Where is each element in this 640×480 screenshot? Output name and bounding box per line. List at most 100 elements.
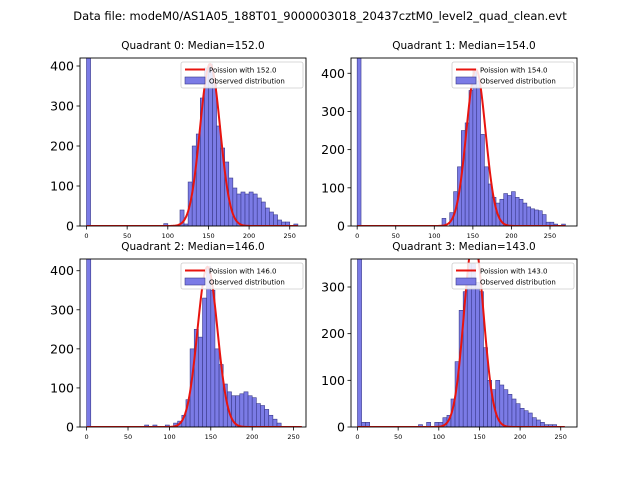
x-tick-label: 200 (243, 232, 255, 240)
histogram-bar (202, 297, 207, 427)
histogram-bar (514, 197, 520, 226)
histogram-bar (86, 259, 92, 427)
legend-fit-label: Poission with 154.0 (480, 67, 548, 75)
axes-frame (350, 57, 578, 227)
subplot-quadrant-2: Quadrant 2: Median=146.0 0 50 100 150 200 250 0… (50, 241, 307, 441)
histogram-bar (235, 395, 241, 427)
histogram-bar (356, 58, 362, 226)
histogram-bar (526, 206, 532, 226)
poisson-fit-line (86, 265, 302, 427)
y-tick-label: 100 (50, 179, 74, 194)
y-tick-label: 0 (337, 219, 345, 234)
y-tick-label: 300 (50, 99, 74, 114)
y-tick-label: 100 (50, 380, 74, 395)
legend-bar-label: Observed distribution (209, 279, 285, 287)
histogram-bar (503, 389, 509, 427)
y-tick-label: 400 (50, 263, 74, 278)
legend-box (180, 61, 304, 89)
histogram-bar (256, 197, 262, 226)
legend: Poission with 143.0 Observed distribution (451, 262, 575, 290)
x-tick-label: 0 (84, 232, 88, 240)
x-tick-label: 150 (205, 433, 217, 441)
x-tick-label: 250 (555, 433, 567, 441)
histogram-bar (507, 195, 512, 226)
x-tick-label: 100 (428, 232, 440, 240)
histogram-bar (216, 125, 221, 226)
x-tick-label: 250 (544, 232, 556, 240)
histogram-bar (265, 207, 270, 226)
histogram-bar (272, 418, 278, 427)
x-tick-label: 150 (202, 232, 214, 240)
histogram-bar (251, 397, 257, 427)
histogram-bar (163, 223, 169, 226)
histogram-bar (260, 201, 266, 226)
axes-frame (350, 258, 578, 428)
subplot-title: Quadrant 3: Median=143.0 (392, 241, 535, 253)
y-tick-label: 300 (50, 302, 74, 317)
subplot-quadrant-1: Quadrant 1: Median=154.0 0 50 100 150 200 250 0… (321, 40, 578, 240)
histogram-bar (538, 210, 543, 226)
histogram-bar (269, 211, 274, 226)
histogram-bar (480, 134, 485, 226)
x-tick-label: 150 (473, 433, 485, 441)
subplot-title: Quadrant 2: Median=146.0 (121, 241, 264, 253)
legend: Poission with 152.0 Observed distribution (180, 61, 304, 89)
histogram-bar (468, 90, 474, 226)
histogram-bar (475, 282, 480, 427)
x-tick-label: 100 (163, 433, 175, 441)
x-tick-label: 150 (467, 232, 479, 240)
legend-bar-swatch (455, 277, 477, 286)
subplot-title: Quadrant 0: Median=152.0 (121, 40, 264, 52)
histogram-bar (243, 391, 249, 427)
histogram-bar (239, 393, 245, 427)
histogram-bar (212, 81, 217, 226)
legend-fit-label: Poission with 146.0 (209, 268, 277, 276)
legend-fit-label: Poission with 152.0 (209, 67, 277, 75)
legend-fit-label: Poission with 143.0 (480, 268, 548, 276)
x-tick-label: 50 (394, 433, 402, 441)
y-tick-label: 0 (66, 219, 74, 234)
y-tick-label: 200 (321, 142, 345, 157)
axes-frame (79, 57, 307, 227)
y-tick-label: 0 (337, 420, 345, 435)
histogram-bar (476, 80, 481, 226)
x-tick-label: 50 (392, 232, 400, 240)
histogram-bar (206, 266, 212, 427)
histogram-bar (530, 208, 535, 226)
histogram-bar (285, 221, 291, 226)
histogram-bar (522, 202, 528, 226)
legend-bar-swatch (455, 76, 477, 85)
y-tick-label: 300 (321, 104, 345, 119)
x-tick-label: 200 (246, 433, 258, 441)
x-tick-label: 200 (514, 433, 526, 441)
x-tick-label: 0 (85, 433, 89, 441)
x-tick-label: 250 (287, 433, 299, 441)
histogram-bar (541, 214, 547, 226)
histogram-bar (531, 417, 537, 427)
histogram-bar (204, 67, 209, 226)
legend-bar-swatch (184, 76, 206, 85)
histogram-bar (503, 193, 508, 226)
histogram-bar (248, 191, 254, 226)
histogram-bar (365, 422, 370, 427)
axes-frame (79, 258, 307, 428)
legend-bar-label: Observed distribution (480, 78, 556, 86)
y-tick-label: 200 (321, 326, 345, 341)
histogram-bars (86, 259, 282, 427)
histogram-bar (210, 289, 216, 427)
histogram-bar (426, 422, 431, 427)
y-tick-label: 300 (321, 280, 345, 295)
figure-suptitle: Data file: modeM0/AS1A05_188T01_90000030… (73, 9, 567, 23)
histogram-bar (472, 69, 478, 226)
histogram-bar (86, 58, 91, 226)
histogram-bar (256, 403, 261, 427)
x-tick-label: 200 (505, 232, 517, 240)
histogram-bar (518, 198, 524, 226)
histogram-bar (536, 419, 541, 427)
x-tick-label: 250 (284, 232, 296, 240)
x-tick-label: 50 (123, 232, 131, 240)
histogram-bar (179, 209, 185, 226)
y-tick-label: 0 (66, 420, 74, 435)
legend: Poission with 146.0 Observed distribution (180, 262, 304, 290)
